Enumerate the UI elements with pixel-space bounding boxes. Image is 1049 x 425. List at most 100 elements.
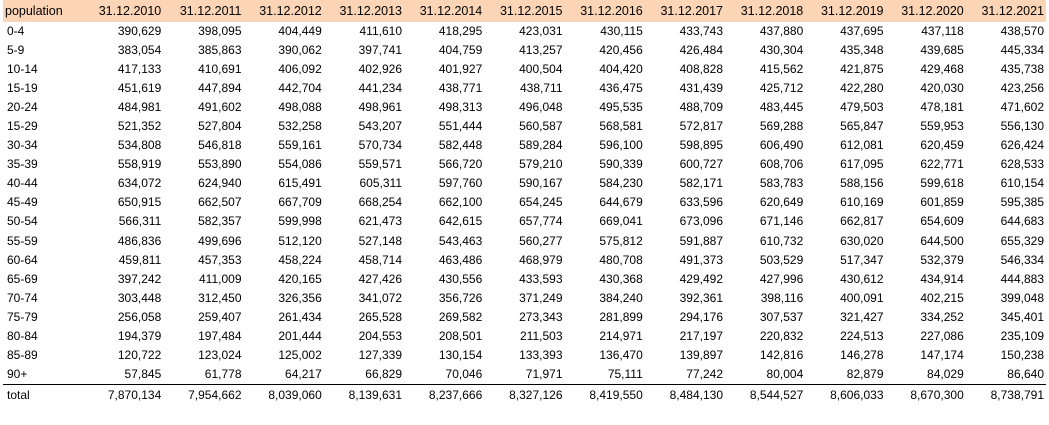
value-cell[interactable]: 598,895 (679, 138, 723, 153)
value-cell[interactable]: 265,528 (358, 309, 402, 324)
age-group-cell[interactable]: 15-29 (7, 119, 38, 134)
value-cell[interactable]: 495,535 (599, 100, 643, 115)
header-date-cell[interactable]: 31.12.2012 (259, 4, 322, 18)
value-cell[interactable]: 435,738 (1000, 62, 1044, 77)
value-cell[interactable]: 560,277 (519, 233, 563, 248)
value-cell[interactable]: 599,618 (920, 176, 964, 191)
value-cell[interactable]: 401,927 (438, 62, 483, 77)
value-cell[interactable]: 620,459 (920, 138, 964, 153)
value-cell[interactable]: 438,771 (438, 81, 483, 96)
value-cell[interactable]: 294,176 (679, 309, 723, 324)
total-value-cell[interactable]: 8,039,060 (243, 383, 324, 405)
value-cell[interactable]: 402,926 (358, 62, 402, 77)
value-cell[interactable]: 551,444 (438, 119, 483, 134)
age-group-cell[interactable]: 40-44 (7, 176, 38, 191)
value-cell[interactable]: 606,490 (759, 138, 804, 153)
value-cell[interactable]: 496,048 (519, 100, 563, 115)
value-cell[interactable]: 565,847 (840, 119, 884, 134)
value-cell[interactable]: 197,484 (198, 328, 242, 343)
header-date-cell[interactable]: 31.12.2014 (419, 4, 483, 18)
value-cell[interactable]: 136,470 (599, 347, 643, 362)
value-cell[interactable]: 644,500 (920, 233, 964, 248)
value-cell[interactable]: 142,816 (759, 347, 804, 362)
value-cell[interactable]: 584,230 (599, 176, 643, 191)
value-cell[interactable]: 417,133 (117, 62, 162, 77)
value-cell[interactable]: 392,361 (679, 290, 723, 305)
value-cell[interactable]: 385,863 (198, 43, 242, 58)
value-cell[interactable]: 84,029 (927, 366, 964, 381)
total-value-cell[interactable]: 7,954,662 (163, 383, 244, 405)
header-date-cell[interactable]: 31.12.2016 (580, 4, 643, 18)
age-group-cell[interactable]: 80-84 (7, 328, 38, 343)
value-cell[interactable]: 615,491 (278, 176, 322, 191)
value-cell[interactable]: 281,899 (599, 309, 643, 324)
value-cell[interactable]: 622,771 (920, 157, 964, 172)
value-cell[interactable]: 345,401 (1000, 309, 1044, 324)
value-cell[interactable]: 437,880 (759, 24, 804, 39)
value-cell[interactable]: 569,288 (759, 119, 804, 134)
age-group-cell[interactable]: 90+ (7, 366, 28, 381)
value-cell[interactable]: 634,072 (117, 176, 162, 191)
total-value-cell[interactable]: 8,327,126 (484, 383, 565, 405)
value-cell[interactable]: 512,120 (278, 233, 322, 248)
value-cell[interactable]: 633,596 (679, 195, 723, 210)
age-group-cell[interactable]: 35-39 (7, 157, 38, 172)
value-cell[interactable]: 194,379 (117, 328, 162, 343)
value-cell[interactable]: 418,295 (438, 24, 483, 39)
value-cell[interactable]: 568,581 (599, 119, 643, 134)
value-cell[interactable]: 582,357 (198, 214, 242, 229)
value-cell[interactable]: 582,171 (679, 176, 723, 191)
value-cell[interactable]: 147,174 (920, 347, 964, 362)
value-cell[interactable]: 273,343 (519, 309, 563, 324)
value-cell[interactable]: 256,058 (117, 309, 162, 324)
value-cell[interactable]: 390,629 (117, 24, 162, 39)
value-cell[interactable]: 123,024 (198, 347, 242, 362)
value-cell[interactable]: 442,704 (278, 81, 322, 96)
value-cell[interactable]: 457,353 (198, 252, 242, 267)
value-cell[interactable]: 642,615 (438, 214, 483, 229)
value-cell[interactable]: 517,347 (840, 252, 884, 267)
value-cell[interactable]: 527,148 (358, 233, 402, 248)
value-cell[interactable]: 208,501 (438, 328, 483, 343)
value-cell[interactable]: 478,181 (920, 100, 964, 115)
header-date-cell[interactable]: 31.12.2010 (98, 4, 162, 18)
value-cell[interactable]: 383,054 (117, 43, 162, 58)
value-cell[interactable]: 667,709 (278, 195, 322, 210)
value-cell[interactable]: 662,507 (198, 195, 242, 210)
value-cell[interactable]: 356,726 (438, 290, 483, 305)
value-cell[interactable]: 75,111 (607, 366, 643, 381)
value-cell[interactable]: 429,468 (920, 62, 964, 77)
value-cell[interactable]: 610,154 (1000, 176, 1044, 191)
age-group-cell[interactable]: 15-19 (7, 81, 38, 96)
header-label-cell[interactable]: population (5, 4, 63, 18)
value-cell[interactable]: 459,811 (118, 252, 162, 267)
value-cell[interactable]: 605,311 (359, 176, 403, 191)
value-cell[interactable]: 441,234 (358, 81, 402, 96)
value-cell[interactable]: 430,368 (599, 271, 643, 286)
age-group-cell[interactable]: 5-9 (7, 43, 25, 58)
value-cell[interactable]: 201,444 (278, 328, 322, 343)
value-cell[interactable]: 566,720 (438, 157, 483, 172)
value-cell[interactable]: 498,088 (278, 100, 322, 115)
value-cell[interactable]: 259,407 (198, 309, 242, 324)
value-cell[interactable]: 554,086 (278, 157, 322, 172)
value-cell[interactable]: 491,602 (198, 100, 242, 115)
value-cell[interactable]: 400,091 (840, 290, 884, 305)
value-cell[interactable]: 150,238 (1000, 347, 1044, 362)
value-cell[interactable]: 326,356 (278, 290, 322, 305)
value-cell[interactable]: 430,304 (759, 43, 804, 58)
value-cell[interactable]: 82,879 (846, 366, 884, 381)
age-group-cell[interactable]: 0-4 (7, 24, 25, 39)
header-date-cell[interactable]: 31.12.2017 (660, 4, 723, 18)
value-cell[interactable]: 399,048 (1000, 290, 1044, 305)
value-cell[interactable]: 437,118 (921, 24, 964, 39)
value-cell[interactable]: 610,732 (759, 233, 804, 248)
value-cell[interactable]: 430,556 (438, 271, 483, 286)
value-cell[interactable]: 650,915 (117, 195, 162, 210)
value-cell[interactable]: 133,393 (519, 347, 563, 362)
value-cell[interactable]: 400,504 (519, 62, 563, 77)
value-cell[interactable]: 503,529 (759, 252, 804, 267)
value-cell[interactable]: 427,426 (358, 271, 402, 286)
value-cell[interactable]: 498,313 (438, 100, 483, 115)
value-cell[interactable]: 146,278 (840, 347, 884, 362)
